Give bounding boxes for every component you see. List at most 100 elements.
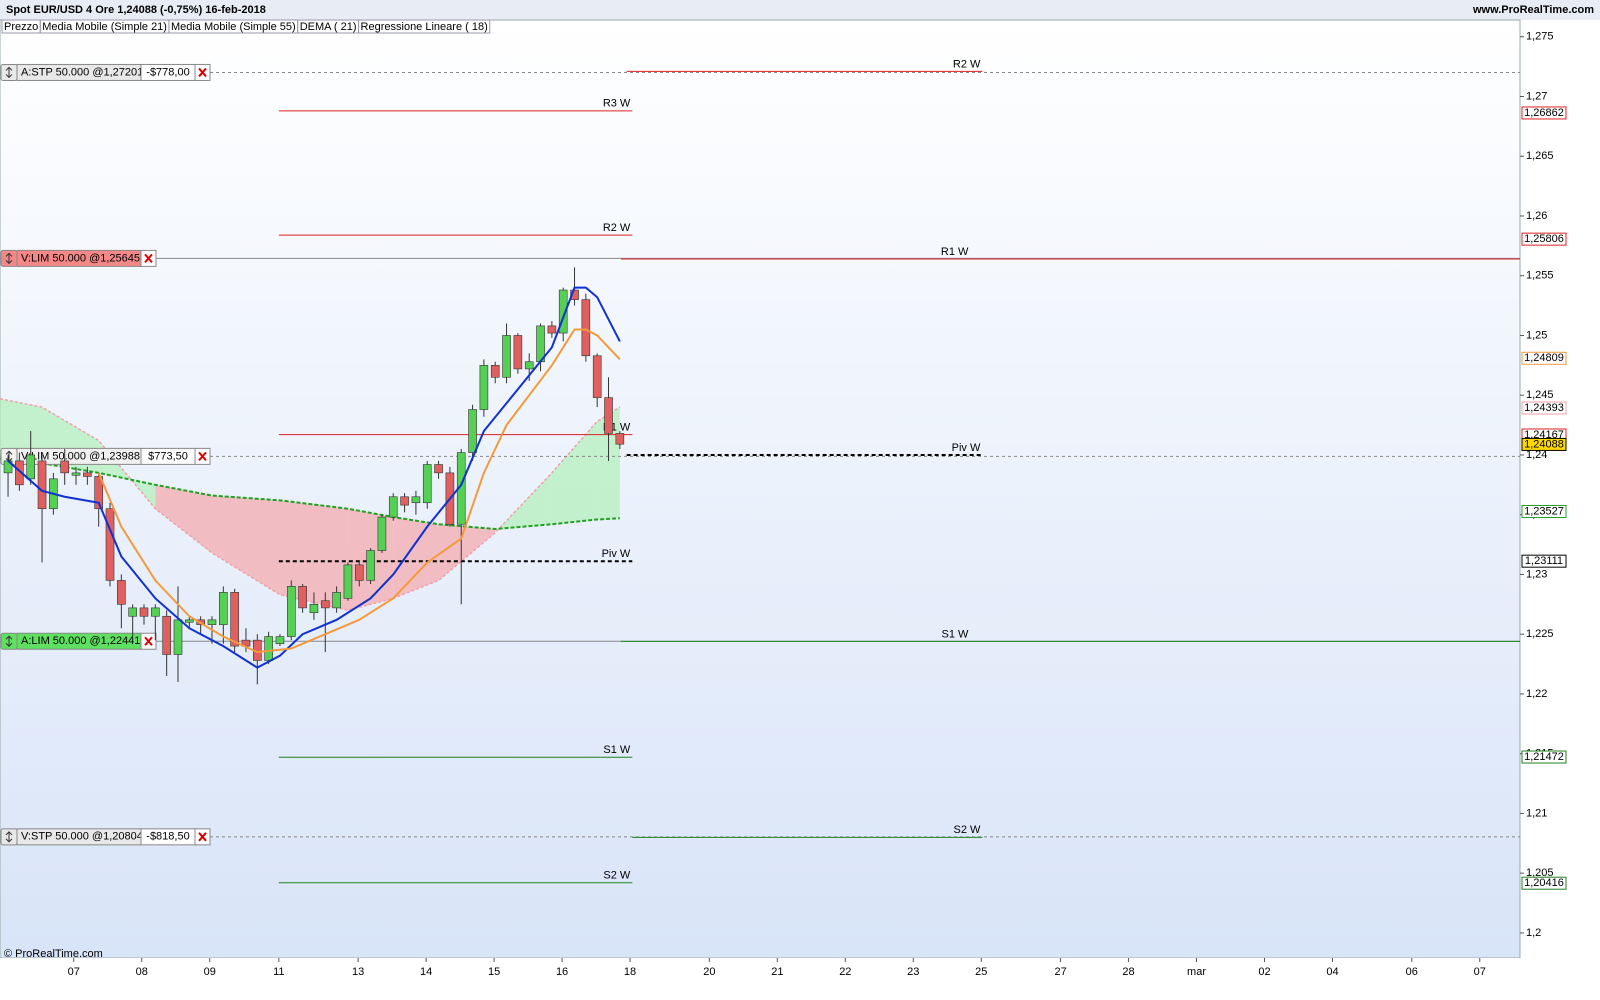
footer: © ProRealTime.com xyxy=(4,948,103,960)
candle-body xyxy=(320,600,330,609)
candle-body xyxy=(60,460,69,474)
legend-box xyxy=(358,19,491,34)
price-marker-label: 1,23527 xyxy=(1524,505,1564,517)
price-marker-label: 1,25806 xyxy=(1524,233,1564,245)
y-tick-label: 1,225 xyxy=(1526,628,1554,640)
x-tick-label: 18 xyxy=(624,966,636,978)
price-marker xyxy=(1521,437,1567,451)
x-tick-label: 06 xyxy=(1406,966,1418,978)
pivot-label: S1 W xyxy=(603,744,631,756)
x-tick-label: 28 xyxy=(1122,966,1134,978)
cloud-fill xyxy=(551,421,598,525)
order-pnl: $773,50 xyxy=(148,450,188,462)
price-marker-label: 1,24088 xyxy=(1524,438,1564,450)
candle-body xyxy=(434,464,443,474)
candle-body xyxy=(83,472,92,477)
candle-body xyxy=(581,299,591,357)
candle-body xyxy=(71,472,81,476)
candle-body xyxy=(354,564,364,581)
legend-entry: Regressione Lineare ( 18) xyxy=(361,21,488,33)
order-close-icon xyxy=(144,636,153,646)
x-tick-label: 25 xyxy=(975,966,987,978)
pivot-label: S2 W xyxy=(603,870,631,882)
y-tick-label: 1,24 xyxy=(1526,449,1547,461)
candle-body xyxy=(94,476,103,510)
x-tick-label: 22 xyxy=(839,966,851,978)
candle-body xyxy=(547,325,557,334)
order-pnl: -$818,50 xyxy=(146,831,189,843)
chart-title: Spot EUR/USD 4 Ore 1,24088 (-0,75%) 16-f… xyxy=(6,4,266,16)
order-close-icon xyxy=(198,67,207,78)
y-tick-label: 1,205 xyxy=(1526,867,1554,879)
candle-body xyxy=(151,607,160,617)
candle-body xyxy=(275,636,285,645)
candle-body xyxy=(502,335,511,378)
x-axis-strip xyxy=(0,958,1600,1000)
x-tick-label: 09 xyxy=(204,966,216,978)
candle-body xyxy=(411,496,421,504)
site: www.ProRealTime.com xyxy=(1472,4,1594,16)
candle-body xyxy=(309,604,319,613)
pivot-label: S2 W xyxy=(953,824,981,836)
candle-body xyxy=(37,460,47,510)
order-handle-icon xyxy=(5,66,13,79)
candle-body xyxy=(219,592,228,625)
y-tick-label: 1,27 xyxy=(1526,90,1547,102)
order-handle-icon xyxy=(5,252,13,265)
candle-body xyxy=(592,355,602,398)
y-tick-label: 1,23 xyxy=(1526,568,1547,580)
plot-area xyxy=(0,19,1521,959)
order-handle-icon xyxy=(5,831,13,843)
order-close-icon xyxy=(144,253,153,264)
candle-body xyxy=(388,496,398,518)
order-handle-icon xyxy=(5,635,13,647)
order-label: V:STP 50.000 @1,20804 xyxy=(21,831,143,843)
y-tick-label: 1,21 xyxy=(1526,807,1547,819)
candle-body xyxy=(185,619,194,623)
cloud-fill xyxy=(438,524,496,581)
candle-body xyxy=(173,619,183,655)
price-marker xyxy=(1521,504,1567,518)
candle-body xyxy=(26,454,36,480)
candle-body xyxy=(604,397,613,434)
y-tick-label: 1,275 xyxy=(1526,31,1554,43)
header-bar xyxy=(0,0,1600,20)
price-marker-label: 1,26862 xyxy=(1524,107,1564,119)
candle-body xyxy=(400,496,409,506)
price-marker xyxy=(1521,554,1567,568)
candle-body xyxy=(558,289,568,334)
candle-body xyxy=(513,335,523,370)
price-marker-label: 1,20416 xyxy=(1524,877,1564,889)
candle-body xyxy=(139,607,149,617)
cloud-fill xyxy=(0,398,43,464)
price-marker-label: 1,23111 xyxy=(1525,555,1563,567)
candle-body xyxy=(286,586,296,637)
x-tick-label: 07 xyxy=(1474,966,1486,978)
x-tick-label: mar xyxy=(1187,966,1206,978)
legend-entry: Prezzo xyxy=(4,21,38,33)
candle-body xyxy=(366,550,375,581)
price-marker xyxy=(1521,106,1567,120)
price-marker xyxy=(1521,876,1567,890)
indicator-line xyxy=(0,398,621,612)
x-tick-label: 27 xyxy=(1054,966,1066,978)
x-tick-label: 20 xyxy=(703,966,715,978)
candle-body xyxy=(128,607,137,617)
x-tick-label: 08 xyxy=(136,966,148,978)
candle-body xyxy=(422,464,432,504)
y-tick-label: 1,265 xyxy=(1526,150,1554,162)
candle-body xyxy=(230,592,239,647)
x-tick-label: 15 xyxy=(488,966,500,978)
cloud-fill xyxy=(495,472,552,533)
candle-body xyxy=(615,433,625,445)
candle-body xyxy=(332,592,341,609)
candle-body xyxy=(524,361,534,370)
y-tick-label: 1,22 xyxy=(1526,688,1547,700)
price-marker xyxy=(1521,401,1567,415)
candle-body xyxy=(15,460,24,486)
price-marker-label: 1,24809 xyxy=(1524,352,1564,364)
candle-body xyxy=(377,516,387,551)
pivot-label: R2 W xyxy=(603,222,631,234)
pivot-label: R1 W xyxy=(941,246,969,258)
x-tick-label: 07 xyxy=(68,966,80,978)
